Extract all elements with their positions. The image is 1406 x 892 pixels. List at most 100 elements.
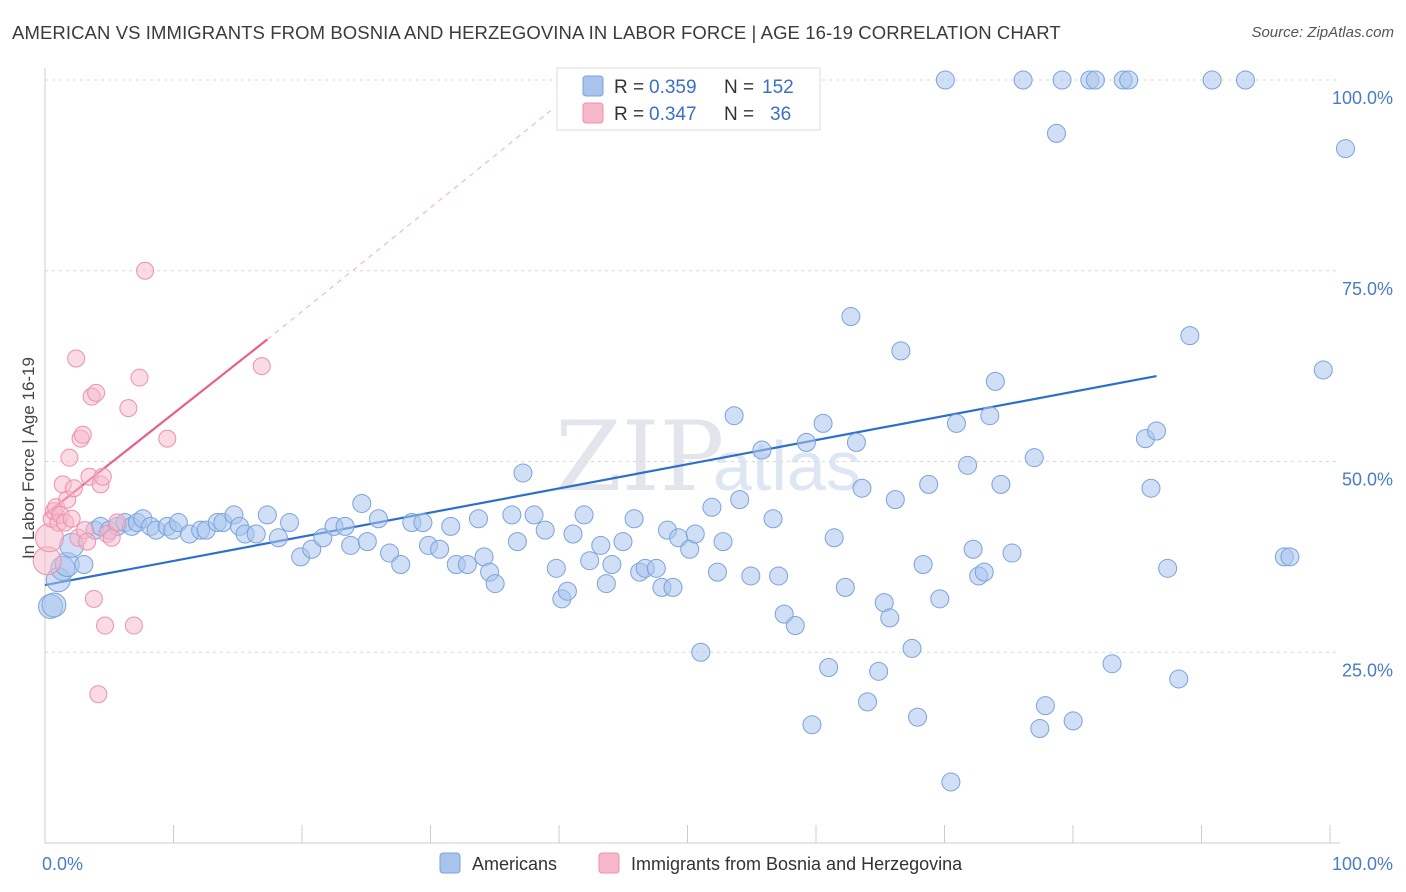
- americans-point-86: [752, 440, 772, 460]
- americans-point-75: [663, 577, 683, 597]
- americans-point-38: [352, 493, 372, 513]
- americans-point-98: [846, 432, 866, 452]
- source-label: Source: ZipAtlas.com: [1251, 24, 1394, 41]
- americans-point-135: [1141, 478, 1161, 498]
- bosnia-point-23: [89, 685, 108, 704]
- americans-point-63: [574, 505, 594, 525]
- bosnia-point-12: [64, 479, 83, 498]
- americans-point-144: [1313, 360, 1333, 380]
- americans-point-40: [368, 509, 388, 529]
- americans-point-118: [980, 406, 1000, 426]
- bosnia-point-35: [252, 357, 271, 376]
- americans-point-42: [391, 555, 411, 575]
- trend-line-americans: [44, 374, 1157, 587]
- legend-swatch-bosnia: [582, 102, 604, 124]
- americans-point-109: [919, 474, 939, 494]
- americans-point-137: [1158, 558, 1178, 578]
- bosnia-points: [32, 261, 271, 704]
- americans-point-91: [796, 432, 816, 452]
- americans-point-101: [869, 661, 889, 681]
- americans-point-80: [702, 497, 722, 517]
- americans-point-31: [280, 513, 300, 533]
- americans-point-138: [1169, 669, 1189, 689]
- americans-point-84: [730, 490, 750, 510]
- americans-point-141: [1235, 70, 1255, 90]
- bosnia-point-30: [119, 399, 138, 418]
- americans-point-104: [885, 490, 905, 510]
- americans-point-112: [941, 772, 961, 792]
- americans-point-33: [302, 539, 322, 559]
- americans-point-89: [774, 604, 794, 624]
- legend-r-label-americans: R =: [614, 77, 644, 98]
- legend-n-label-americans: N =: [724, 77, 754, 98]
- americans-point-136: [1147, 421, 1167, 441]
- americans-point-122: [1013, 70, 1033, 90]
- americans-point-54: [502, 505, 522, 525]
- americans-point-97: [841, 307, 861, 327]
- bosnia-point-29: [108, 513, 127, 532]
- bosnia-point-32: [130, 368, 149, 387]
- americans-point-78: [685, 524, 705, 544]
- legend-n-bosnia: 36: [770, 104, 791, 125]
- bosnia-point-28: [102, 528, 121, 547]
- americans-point-115: [963, 539, 983, 559]
- americans-point-66: [596, 574, 616, 594]
- americans-point-105: [891, 341, 911, 361]
- americans-point-72: [646, 558, 666, 578]
- watermark-zip: ZIP: [555, 401, 724, 513]
- grid-lines: [45, 79, 1340, 653]
- americans-point-65: [591, 535, 611, 555]
- americans-point-111: [935, 70, 955, 90]
- bosnia-point-10: [60, 448, 79, 467]
- americans-point-125: [1035, 696, 1055, 716]
- axes: [44, 68, 1340, 844]
- legend: R = 0.359 N = 152 R = 0.347 N = 36: [556, 67, 821, 131]
- americans-point-124: [1030, 719, 1050, 739]
- bosnia-point-25: [93, 467, 112, 486]
- americans-point-53: [485, 574, 505, 594]
- legend-swatch-americans: [582, 75, 604, 97]
- bottom-legend-swatch-americans: [439, 852, 461, 874]
- chart-title: AMERICAN VS IMMIGRANTS FROM BOSNIA AND H…: [12, 22, 1061, 43]
- americans-point-61: [557, 581, 577, 601]
- x-tick-labels: 0.0% 100.0%: [42, 854, 1393, 874]
- bosnia-point-11: [62, 509, 81, 528]
- y-tick-label-2: 75.0%: [1342, 279, 1393, 299]
- americans-point-113: [946, 413, 966, 433]
- bosnia-point-22: [87, 383, 106, 402]
- legend-n-americans: 152: [762, 77, 794, 98]
- bosnia-point-16: [73, 425, 92, 444]
- americans-point-123: [1024, 448, 1044, 468]
- bottom-legend-swatch-bosnia: [598, 852, 620, 874]
- americans-point-145: [1335, 139, 1355, 159]
- bosnia-point-21: [84, 589, 103, 608]
- americans-point-114: [958, 455, 978, 475]
- bosnia-point-26: [96, 616, 115, 635]
- americans-point-110: [930, 589, 950, 609]
- americans-point-87: [763, 509, 783, 529]
- americans-point-56: [513, 463, 533, 483]
- americans-point-120: [991, 474, 1011, 494]
- americans-point-94: [819, 658, 839, 678]
- americans-point-58: [535, 520, 555, 540]
- americans-point-139: [1180, 326, 1200, 346]
- legend-r-americans: 0.359: [649, 77, 697, 98]
- y-tick-label-3: 100.0%: [1332, 88, 1393, 108]
- americans-point-67: [602, 555, 622, 575]
- americans-point-29: [257, 505, 277, 525]
- americans-point-133: [1119, 70, 1139, 90]
- bosnia-point-31: [124, 616, 143, 635]
- bosnia-point-18: [78, 532, 97, 551]
- bosnia-point-13: [67, 349, 86, 368]
- americans-point-68: [613, 532, 633, 552]
- trend-line-bosnia-extension: [266, 110, 552, 340]
- americans-point-49: [457, 555, 477, 575]
- americans-point-130: [1085, 70, 1105, 90]
- legend-r-label-bosnia: R =: [614, 104, 644, 125]
- bottom-legend: Americans Immigrants from Bosnia and Her…: [439, 852, 963, 874]
- americans-point-93: [813, 413, 833, 433]
- americans-point-37: [341, 535, 361, 555]
- americans-point-69: [624, 509, 644, 529]
- americans-point-108: [913, 555, 933, 575]
